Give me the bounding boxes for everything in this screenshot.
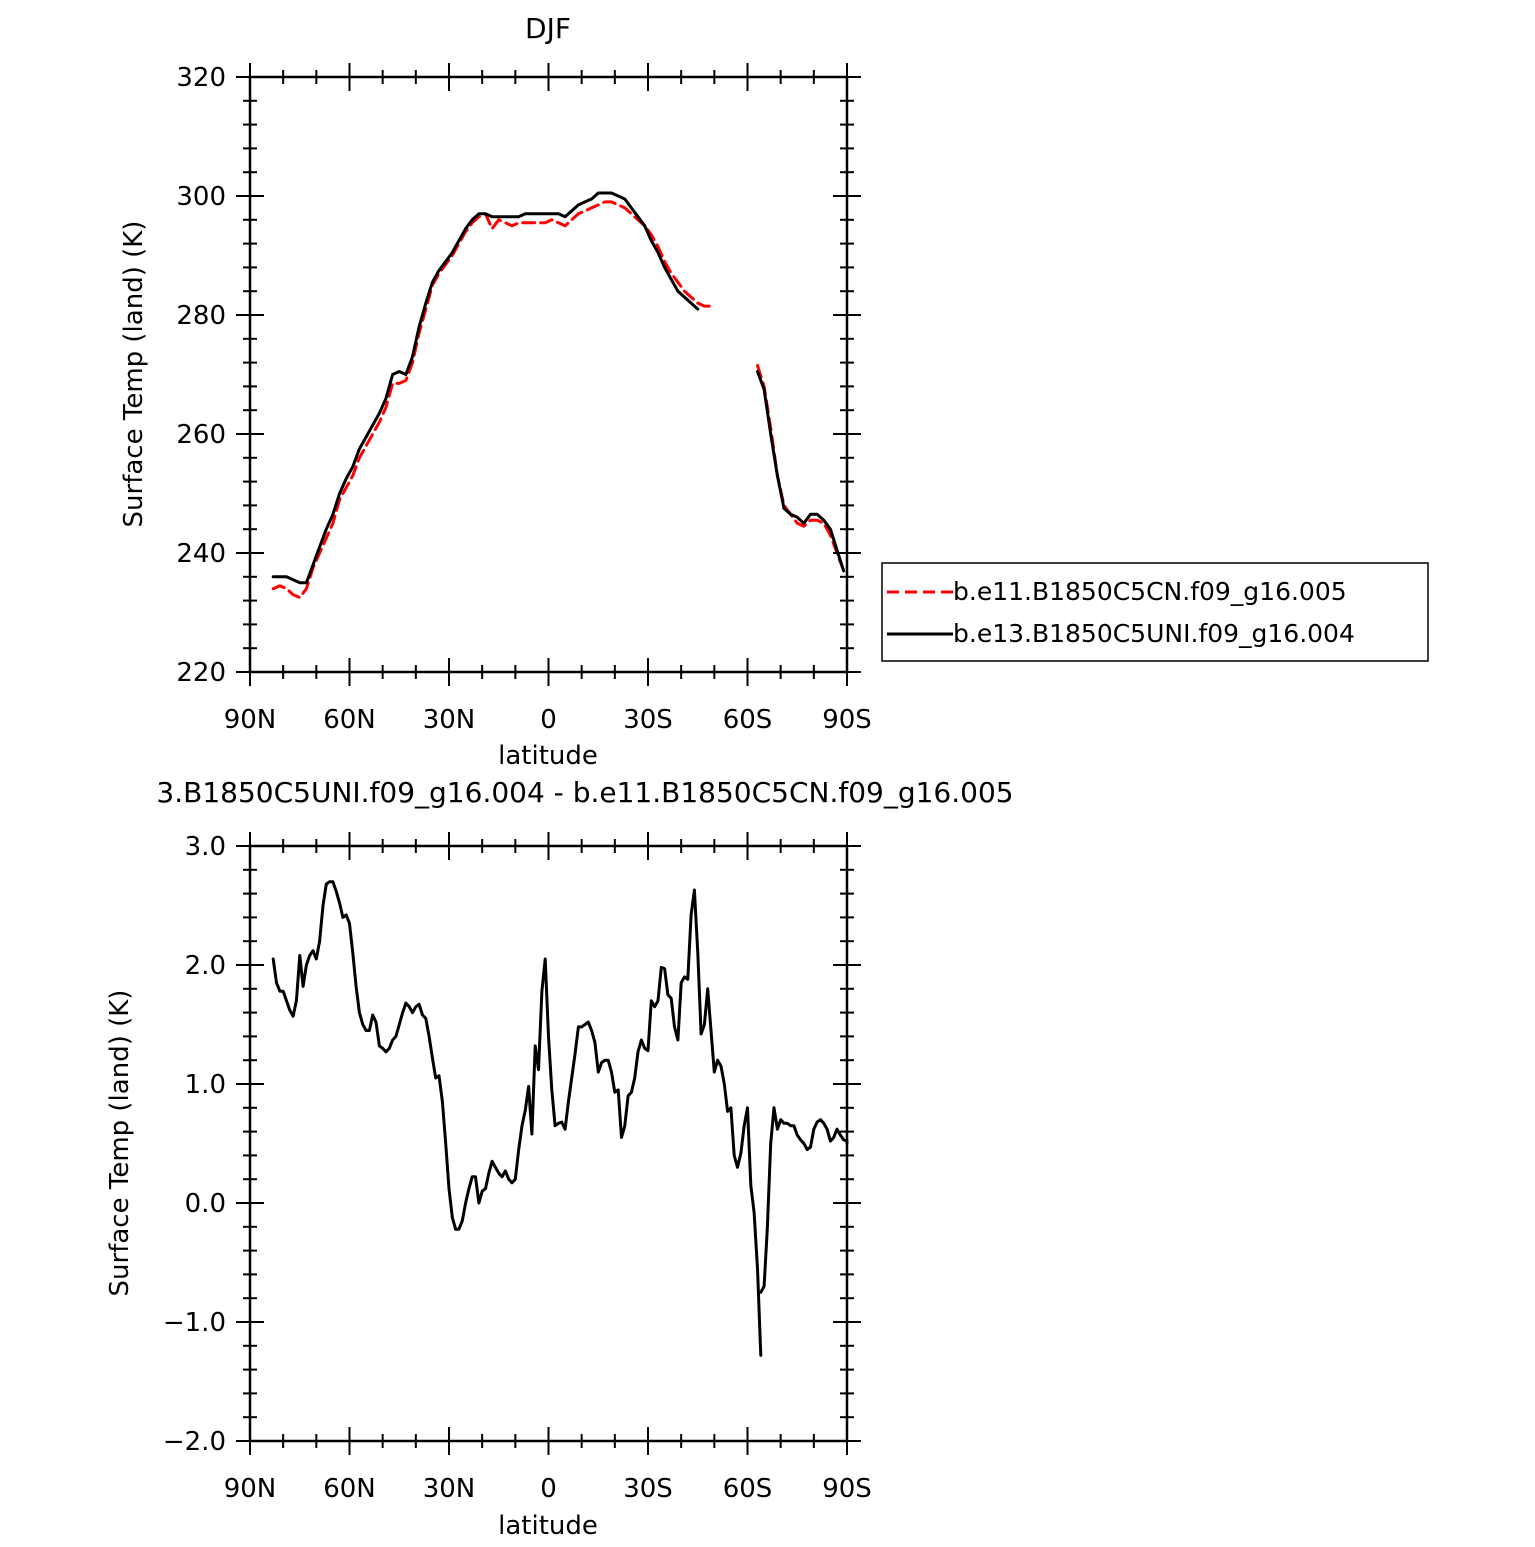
bottom-x-tick-label: 90S	[822, 1474, 872, 1504]
top-y-tick-label: 320	[176, 63, 226, 93]
bottom-chart-title: 3.B1850C5UNI.f09_g16.004 - b.e11.B1850C5…	[156, 776, 1013, 809]
top-plot-lines	[271, 191, 846, 600]
top-x-tick-label: 30S	[623, 705, 673, 735]
top-x-tick-label: 60S	[723, 705, 773, 735]
top-panel: DJF 220 240 260 280 300 320 90N 60N 30N 0 30S 60S 90…	[119, 12, 1429, 771]
top-series-1-line-segment-2	[756, 364, 846, 573]
top-y-tick-label: 240	[176, 539, 226, 569]
bottom-y-tick-label: 1.0	[185, 1070, 226, 1100]
bottom-y-axis-label: Surface Temp (land) (K)	[105, 990, 135, 1297]
top-series-1-line-segment-1	[271, 200, 713, 600]
legend-box	[881, 562, 1429, 662]
legend-label-series-1: b.e11.B1850C5CN.f09_g16.005	[953, 577, 1347, 606]
bottom-x-tick-label: 30N	[423, 1474, 476, 1504]
top-axis-ticks: 220 240 260 280 300 320 90N 60N 30N 0 30S 60S 90S	[176, 63, 872, 735]
top-y-tick-label: 280	[176, 301, 226, 331]
top-y-axis-label: Surface Temp (land) (K)	[119, 221, 149, 528]
bottom-plot-lines	[271, 880, 849, 1357]
bottom-x-axis-label: latitude	[498, 1511, 598, 1541]
bottom-x-tick-label: 60S	[723, 1474, 773, 1504]
bottom-axis-ticks: −2.0 −1.0 0.0 1.0 2.0 3.0 90N 60N 30N 0 30S 60S 90S	[163, 832, 872, 1504]
bottom-x-tick-label: 30S	[623, 1474, 673, 1504]
bottom-plot-frame	[248, 844, 849, 1443]
bottom-series-1-line-segment-2	[759, 1106, 849, 1294]
top-chart-title: DJF	[525, 12, 571, 45]
bottom-y-tick-label: 3.0	[185, 832, 226, 862]
bottom-x-tick-label: 0	[540, 1474, 557, 1504]
top-x-tick-label: 90S	[822, 705, 872, 735]
bottom-x-tick-label: 60N	[323, 1474, 376, 1504]
legend-label-series-2: b.e13.B1850C5UNI.f09_g16.004	[953, 619, 1355, 648]
top-x-tick-label: 30N	[423, 705, 476, 735]
bottom-y-tick-label: 2.0	[185, 951, 226, 981]
top-x-tick-label: 0	[540, 705, 557, 735]
bottom-series-1-line-segment-1	[271, 880, 763, 1357]
top-series-2-line-segment-2	[756, 370, 846, 573]
bottom-y-tick-label: 0.0	[185, 1189, 226, 1219]
top-series-2-line-segment-1	[271, 191, 700, 585]
bottom-y-tick-label: −1.0	[163, 1308, 226, 1338]
bottom-x-tick-label: 90N	[224, 1474, 277, 1504]
top-x-tick-label: 60N	[323, 705, 376, 735]
legend: b.e11.B1850C5CN.f09_g16.005 b.e13.B1850C…	[881, 562, 1429, 662]
top-y-tick-label: 300	[176, 182, 226, 212]
top-y-tick-label: 260	[176, 420, 226, 450]
top-y-tick-label: 220	[176, 658, 226, 688]
bottom-y-tick-label: −2.0	[163, 1427, 226, 1457]
top-x-tick-label: 90N	[224, 705, 277, 735]
top-x-axis-label: latitude	[498, 741, 598, 771]
bottom-panel: 3.B1850C5UNI.f09_g16.004 - b.e11.B1850C5…	[105, 776, 1014, 1541]
